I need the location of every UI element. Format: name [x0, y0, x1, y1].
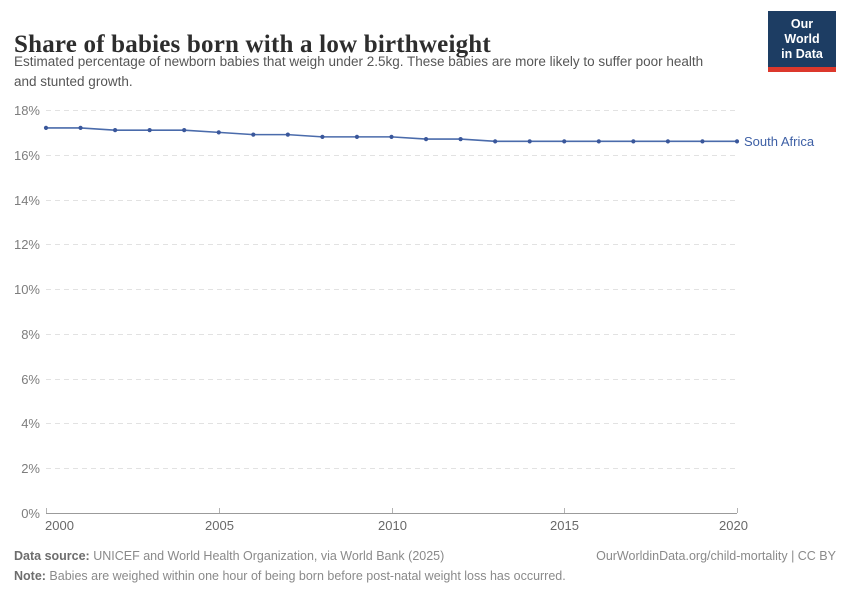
data-point[interactable] — [596, 139, 601, 144]
data-point[interactable] — [320, 134, 325, 139]
data-point[interactable] — [216, 130, 221, 135]
data-point[interactable] — [423, 137, 429, 142]
x-axis-tick-label: 2015 — [550, 518, 579, 533]
data-point[interactable] — [631, 139, 636, 144]
chart-footer: Data source: UNICEF and World Health Org… — [14, 546, 836, 586]
note-label: Note: — [14, 569, 46, 583]
data-point[interactable] — [147, 128, 152, 133]
y-axis-tick-label: 14% — [14, 193, 40, 208]
y-axis-tick-label: 0% — [21, 506, 40, 521]
y-axis-tick-label: 10% — [14, 282, 40, 297]
data-source-line: Data source: UNICEF and World Health Org… — [14, 546, 444, 566]
x-axis-tick-label: 2010 — [378, 518, 407, 533]
data-point[interactable] — [665, 139, 671, 144]
y-axis-tick-label: 16% — [14, 148, 40, 163]
data-point[interactable] — [354, 134, 360, 139]
x-axis-tick-label: 2020 — [719, 518, 748, 533]
owid-citation-link[interactable]: OurWorldinData.org/child-mortality | CC … — [596, 549, 836, 563]
y-axis-tick-label: 2% — [21, 461, 40, 476]
data-point[interactable] — [78, 125, 83, 131]
data-source-label: Data source: — [14, 549, 90, 563]
line-chart-svg[interactable]: 0% 2% 4% 6% 8% 10% 12% 14% 16% 18% 2000 2005 2010 201… — [0, 95, 850, 545]
y-axis-tick-label: 4% — [21, 416, 40, 431]
owid-logo-line1: Our World — [784, 17, 820, 46]
x-axis-tick-label: 2000 — [45, 518, 74, 533]
page-title: Share of babies born with a low birthwei… — [14, 30, 491, 58]
owid-logo[interactable]: Our World in Data — [768, 11, 836, 72]
data-point[interactable] — [43, 125, 49, 131]
data-point[interactable] — [562, 139, 567, 144]
data-point[interactable] — [113, 128, 118, 133]
chart-subtitle: Estimated percentage of newborn babies t… — [14, 54, 704, 89]
y-axis-tick-label: 6% — [21, 372, 40, 387]
data-point[interactable] — [251, 132, 256, 137]
y-axis-tick-label: 18% — [14, 103, 40, 118]
note-line: Note: Babies are weighed within one hour… — [14, 569, 566, 583]
data-point[interactable] — [182, 128, 187, 133]
data-source-text: UNICEF and World Health Organization, vi… — [89, 549, 445, 563]
x-axis-tick-label: 2005 — [205, 518, 234, 533]
data-point[interactable] — [285, 132, 290, 137]
data-point[interactable] — [493, 139, 498, 144]
data-point[interactable] — [734, 139, 740, 144]
series-label-south-africa[interactable]: South Africa — [744, 134, 815, 149]
note-text: Babies are weighed within one hour of be… — [45, 569, 566, 583]
data-point[interactable] — [389, 134, 394, 139]
data-point[interactable] — [527, 139, 532, 144]
data-point[interactable] — [700, 139, 705, 144]
y-axis-tick-label: 8% — [21, 327, 40, 342]
owid-logo-line2: in Data — [781, 47, 823, 61]
y-axis-tick-label: 12% — [14, 237, 40, 252]
data-point[interactable] — [458, 137, 463, 142]
